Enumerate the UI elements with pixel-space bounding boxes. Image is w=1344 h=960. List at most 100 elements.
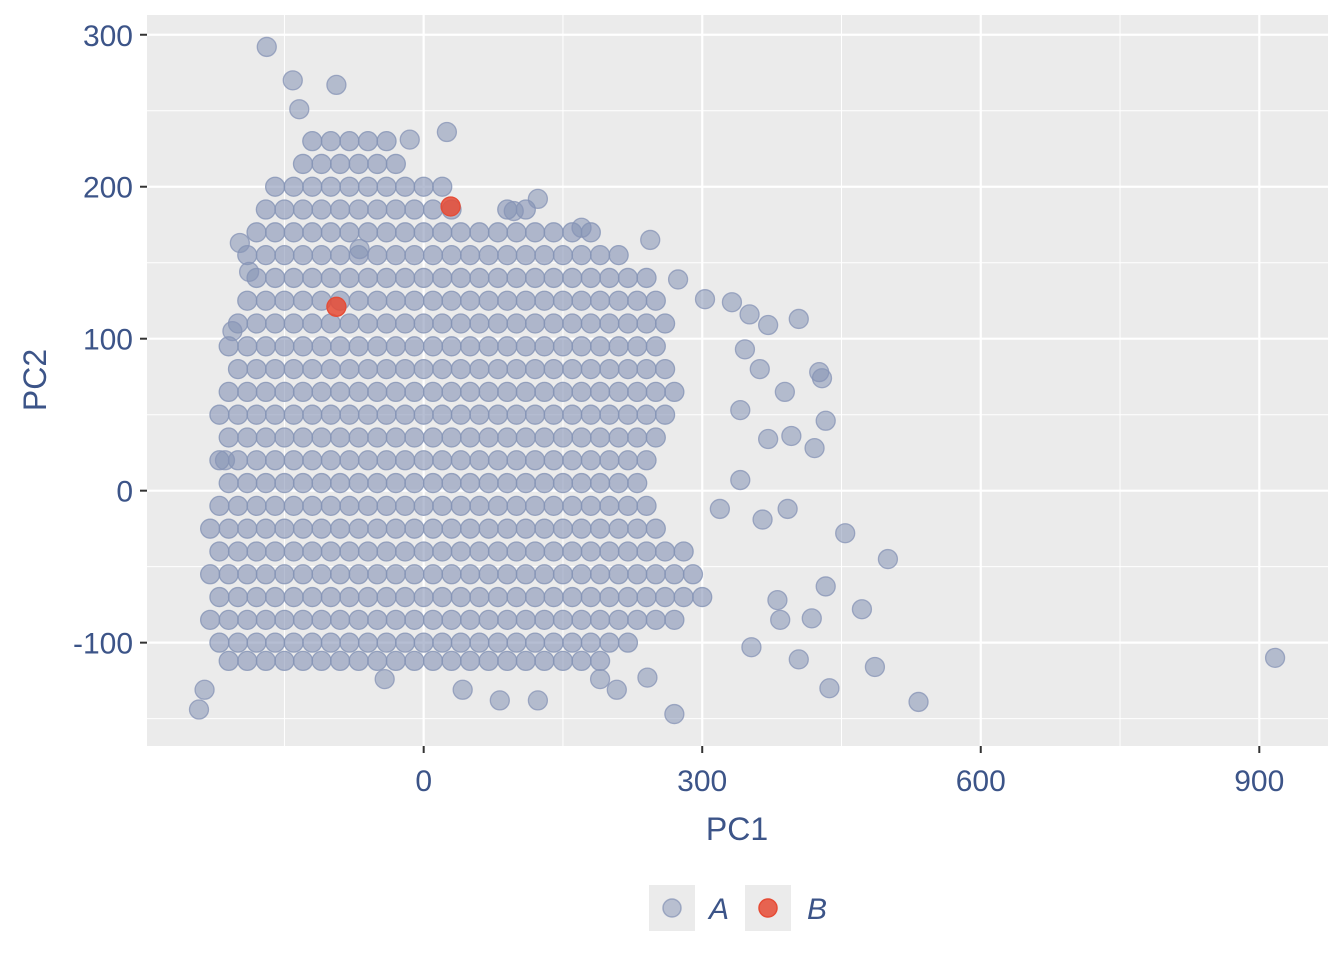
point-a: [562, 495, 583, 517]
point-a: [589, 668, 611, 690]
point-a: [329, 336, 351, 357]
point-a: [815, 410, 836, 431]
point-a: [524, 586, 546, 608]
point-a: [436, 121, 458, 143]
point-a: [348, 518, 369, 539]
point-a: [441, 472, 462, 494]
point-a: [1264, 647, 1286, 669]
point-a: [302, 586, 323, 608]
point-a: [459, 609, 481, 631]
point-a: [394, 404, 416, 425]
point-a: [367, 609, 388, 631]
point-a: [357, 586, 379, 608]
point-a: [413, 541, 434, 562]
point-a: [404, 381, 425, 403]
point-a: [636, 358, 657, 380]
point-a: [339, 632, 360, 653]
point-a: [292, 472, 314, 494]
point-a: [459, 290, 481, 311]
point-a: [617, 267, 639, 289]
point-a: [667, 269, 689, 290]
point-a: [302, 222, 323, 243]
point-a: [422, 650, 444, 672]
point-a: [320, 404, 341, 425]
point-a: [478, 336, 499, 357]
point-a: [487, 586, 509, 608]
point-a: [503, 200, 524, 222]
point-a: [627, 518, 648, 539]
point-a: [571, 336, 592, 357]
point-a: [515, 381, 536, 403]
x-tick-label: 300: [677, 765, 727, 798]
point-a: [348, 564, 369, 585]
point-a: [562, 450, 583, 471]
point-a: [627, 609, 648, 631]
point-a: [292, 381, 314, 403]
point-a: [441, 427, 462, 448]
point-a: [376, 358, 397, 380]
point-a: [527, 188, 549, 210]
point-a: [237, 472, 258, 494]
point-a: [218, 609, 239, 631]
point-a: [562, 267, 583, 289]
point-a: [348, 650, 369, 672]
point-a: [376, 632, 397, 653]
point-a: [237, 381, 258, 403]
point-a: [367, 244, 388, 266]
point-a: [376, 404, 397, 425]
point-a: [385, 650, 406, 672]
point-a: [673, 541, 694, 562]
point-a: [302, 267, 323, 289]
point-a: [311, 153, 332, 175]
point-a: [385, 609, 406, 631]
point-a: [432, 176, 453, 197]
point-a: [497, 650, 518, 672]
point-a: [757, 314, 779, 336]
point-a: [478, 472, 499, 494]
point-a: [320, 450, 341, 471]
point-a: [487, 358, 509, 380]
point-a: [815, 576, 836, 597]
point-a: [227, 404, 249, 425]
point-a: [534, 244, 555, 266]
point-a: [450, 632, 471, 653]
point-a: [413, 404, 434, 425]
point-a: [515, 427, 536, 448]
point-a: [413, 358, 434, 380]
legend-label-b: B: [807, 893, 827, 926]
point-a: [422, 336, 444, 357]
point-a: [274, 609, 295, 631]
point-a: [282, 70, 303, 91]
point-a: [311, 609, 332, 631]
point-a: [459, 381, 481, 403]
point-a: [357, 267, 379, 289]
point-a: [302, 541, 323, 562]
point-a: [459, 650, 481, 672]
point-a: [432, 450, 453, 471]
point-a: [654, 586, 676, 608]
point-a: [469, 404, 490, 425]
point-b: [440, 196, 461, 217]
point-a: [320, 267, 341, 289]
point-a: [478, 290, 499, 311]
point-a: [274, 472, 295, 494]
point-a: [311, 199, 332, 220]
point-a: [580, 313, 601, 334]
point-a: [394, 586, 416, 608]
point-a: [348, 472, 369, 494]
point-a: [237, 564, 258, 585]
point-a: [238, 261, 260, 282]
point-a: [515, 244, 536, 266]
point-a: [515, 564, 536, 585]
point-a: [264, 358, 286, 380]
point-a: [487, 222, 509, 243]
point-a: [636, 313, 657, 334]
point-b: [326, 296, 347, 317]
point-a: [357, 632, 379, 653]
point-a: [788, 308, 809, 330]
point-a: [357, 450, 379, 471]
point-a: [385, 336, 406, 357]
point-a: [469, 267, 490, 289]
point-a: [404, 290, 425, 311]
point-a: [562, 404, 583, 425]
